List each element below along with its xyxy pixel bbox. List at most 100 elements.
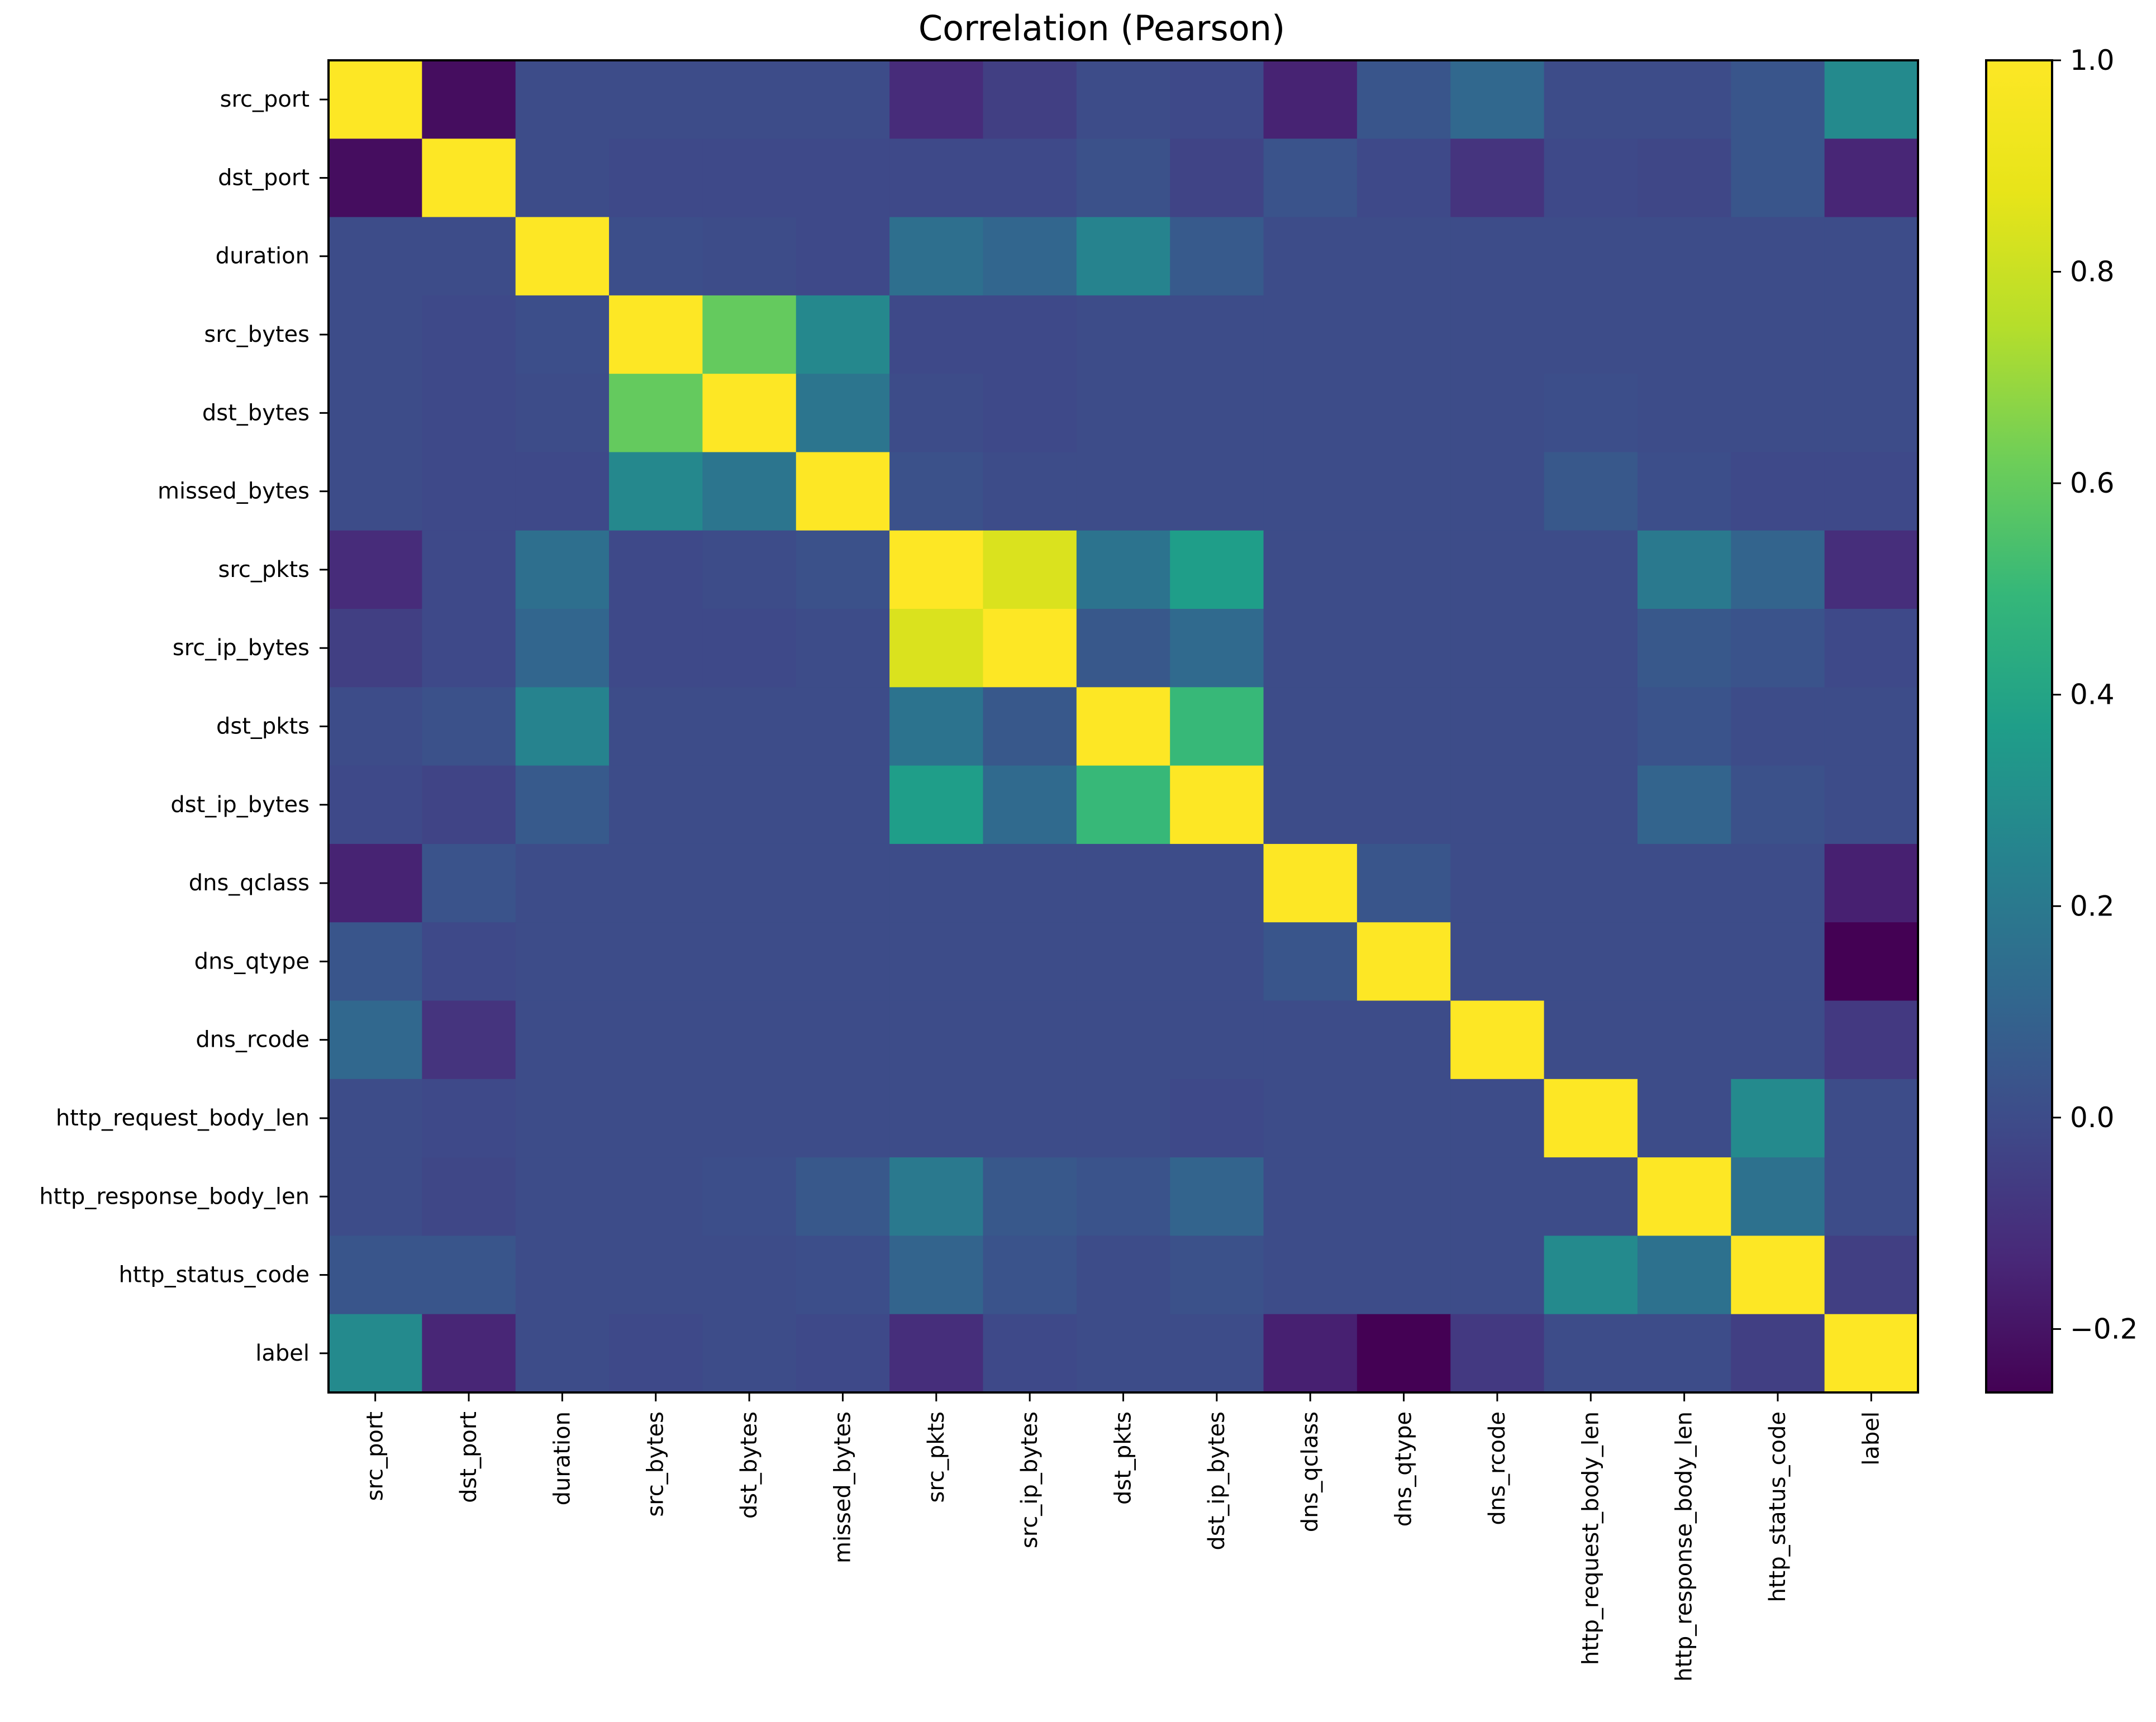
heatmap-cell-http_request_body_len-dns_qtype [1357,1079,1451,1158]
x-tick-label: label [1858,1411,1884,1466]
heatmap-cell-src_ip_bytes-dns_qtype [1357,609,1451,688]
heatmap-cell-label-dst_ip_bytes [1170,1314,1264,1393]
heatmap-cell-dns_rcode-http_request_body_len [1544,1000,1638,1080]
heatmap-cell-src_bytes-dns_qclass [1263,295,1358,374]
heatmap-cell-dns_qtype-dst_port [422,922,516,1001]
heatmap-cell-src_ip_bytes-src_bytes [609,609,703,688]
heatmap-cell-dst_pkts-http_response_body_len [1637,687,1731,766]
heatmap-cell-dst_bytes-dst_bytes [702,374,797,453]
heatmap-cell-dst_ip_bytes-src_port [329,765,422,845]
heatmap-cell-dst_port-src_pkts [889,139,984,218]
heatmap-cell-src_bytes-duration [515,295,610,374]
heatmap-cell-src_ip_bytes-dst_ip_bytes [1170,609,1264,688]
heatmap-cell-dst_port-dst_ip_bytes [1170,139,1264,218]
heatmap-cell-src_port-dst_bytes [702,60,797,139]
heatmap-cell-http_request_body_len-http_response_body_len [1637,1079,1731,1158]
heatmap-cell-dns_qclass-missed_bytes [796,843,890,923]
heatmap-cell-duration-dst_pkts [1076,217,1170,296]
heatmap-cell-dns_rcode-missed_bytes [796,1000,890,1080]
heatmap-cell-src_ip_bytes-src_pkts [889,609,984,688]
heatmap-cell-src_pkts-label [1824,530,1919,609]
heatmap-cell-duration-dns_qclass [1263,217,1358,296]
x-tick-label: dst_bytes [736,1411,762,1519]
heatmap-cell-dst_pkts-src_port [329,687,422,766]
heatmap-cell-missed_bytes-http_status_code [1731,452,1825,531]
heatmap-cell-dst_bytes-label [1824,374,1919,453]
heatmap-cell-http_status_code-src_port [329,1236,422,1315]
heatmap-cells [329,60,1919,1393]
heatmap-cell-http_response_body_len-dns_rcode [1450,1157,1545,1237]
heatmap-cell-duration-src_bytes [609,217,703,296]
heatmap-cell-duration-dns_rcode [1450,217,1545,296]
heatmap-cell-dst_ip_bytes-http_status_code [1731,765,1825,845]
colorbar-tick-label: 1.0 [2070,44,2115,77]
heatmap-cell-dns_rcode-src_port [329,1000,422,1080]
heatmap-cell-dst_pkts-src_ip_bytes [983,687,1077,766]
chart-title: Correlation (Pearson) [918,8,1285,49]
colorbar-tick-label: 0.4 [2070,679,2115,711]
heatmap-cell-src_ip_bytes-src_port [329,609,422,688]
x-tick-label: src_pkts [924,1411,949,1502]
colorbar-tick-label: 0.0 [2070,1101,2115,1134]
heatmap-cell-src_pkts-dns_rcode [1450,530,1545,609]
heatmap-cell-src_pkts-dst_ip_bytes [1170,530,1264,609]
heatmap-cell-src_port-dns_qclass [1263,60,1358,139]
heatmap-cell-http_response_body_len-duration [515,1157,610,1237]
heatmap-cell-http_request_body_len-src_pkts [889,1079,984,1158]
heatmap-cell-dns_qtype-dst_pkts [1076,922,1170,1001]
y-tick-label: http_request_body_len [56,1105,310,1131]
heatmap-cell-dns_qclass-http_status_code [1731,843,1825,923]
heatmap-cell-duration-src_pkts [889,217,984,296]
heatmap-cell-http_request_body_len-label [1824,1079,1919,1158]
heatmap-cell-src_bytes-dns_rcode [1450,295,1545,374]
x-tick-label: dst_pkts [1111,1411,1136,1505]
heatmap-cell-label-http_response_body_len [1637,1314,1731,1393]
heatmap-cell-duration-dst_ip_bytes [1170,217,1264,296]
x-tick-label: dns_qclass [1297,1411,1323,1532]
heatmap-cell-src_ip_bytes-label [1824,609,1919,688]
heatmap-cell-dst_pkts-dst_ip_bytes [1170,687,1264,766]
heatmap-cell-src_bytes-http_status_code [1731,295,1825,374]
heatmap-cell-dns_qclass-src_pkts [889,843,984,923]
heatmap-cell-http_request_body_len-dst_bytes [702,1079,797,1158]
heatmap-cell-dns_rcode-dst_bytes [702,1000,797,1080]
heatmap-cell-src_pkts-dns_qtype [1357,530,1451,609]
heatmap-cell-dst_pkts-duration [515,687,610,766]
heatmap-cell-dst_port-http_request_body_len [1544,139,1638,218]
heatmap-cell-dst_ip_bytes-dns_qclass [1263,765,1358,845]
heatmap-cell-http_status_code-http_response_body_len [1637,1236,1731,1315]
heatmap-cell-http_response_body_len-dst_pkts [1076,1157,1170,1237]
heatmap-cell-missed_bytes-src_bytes [609,452,703,531]
heatmap-cell-dns_qtype-missed_bytes [796,922,890,1001]
heatmap-cell-dst_pkts-dns_qtype [1357,687,1451,766]
heatmap-cell-src_port-dns_qtype [1357,60,1451,139]
heatmap-cell-missed_bytes-dst_pkts [1076,452,1170,531]
heatmap-cell-http_response_body_len-missed_bytes [796,1157,890,1237]
heatmap-cell-src_ip_bytes-http_status_code [1731,609,1825,688]
x-tick-label: dst_port [456,1411,482,1503]
heatmap-cell-dst_pkts-http_request_body_len [1544,687,1638,766]
heatmap-cell-http_request_body_len-duration [515,1079,610,1158]
colorbar-tick-label: 0.8 [2070,256,2115,288]
heatmap-cell-missed_bytes-missed_bytes [796,452,890,531]
heatmap-cell-http_status_code-dst_port [422,1236,516,1315]
heatmap-cell-dns_qtype-src_pkts [889,922,984,1001]
heatmap-cell-http_status_code-src_bytes [609,1236,703,1315]
heatmap-cell-http_response_body_len-src_port [329,1157,422,1237]
heatmap-cell-dst_bytes-http_request_body_len [1544,374,1638,453]
heatmap-cell-src_pkts-http_request_body_len [1544,530,1638,609]
heatmap-cell-dst_pkts-label [1824,687,1919,766]
heatmap-cell-src_ip_bytes-dns_rcode [1450,609,1545,688]
heatmap-cell-dst_ip_bytes-dns_qtype [1357,765,1451,845]
heatmap-cell-duration-http_status_code [1731,217,1825,296]
heatmap-cell-duration-dst_bytes [702,217,797,296]
heatmap-cell-dns_qclass-http_request_body_len [1544,843,1638,923]
heatmap-cell-http_request_body_len-dst_ip_bytes [1170,1079,1264,1158]
x-tick-label: duration [549,1411,575,1505]
heatmap-cell-dst_bytes-src_pkts [889,374,984,453]
heatmap-cell-dst_port-dst_bytes [702,139,797,218]
heatmap-cell-dst_ip_bytes-missed_bytes [796,765,890,845]
heatmap-cell-src_port-dst_ip_bytes [1170,60,1264,139]
heatmap-cell-dst_bytes-src_ip_bytes [983,374,1077,453]
